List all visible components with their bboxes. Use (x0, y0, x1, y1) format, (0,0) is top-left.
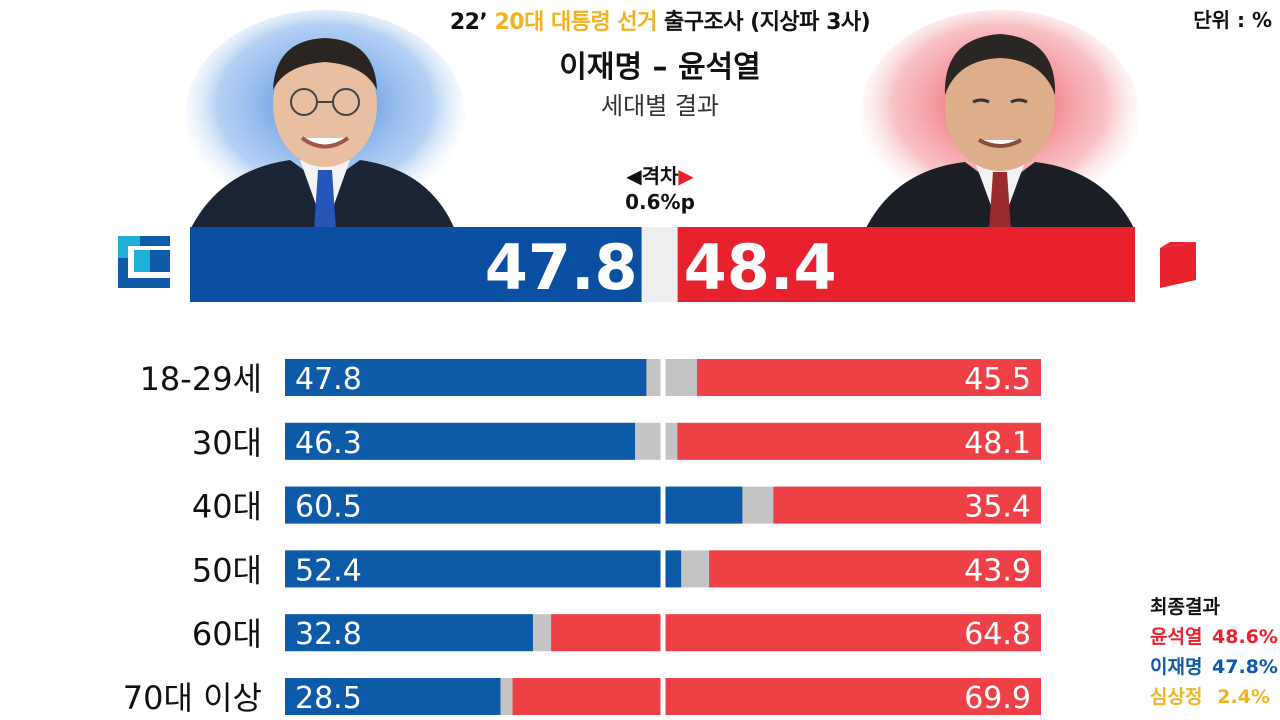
legend-name: 이재명 (1150, 656, 1203, 678)
bar-lee (285, 550, 682, 588)
bar-lee (285, 678, 501, 715)
value-label-yoon: 43.9 (964, 553, 1031, 588)
gap-label: ◀격차▶ (560, 160, 760, 189)
age-row: 60대 32.8 64.8 (192, 613, 1041, 653)
category-label: 50대 (192, 551, 262, 589)
value-label-lee: 28.5 (295, 681, 362, 716)
value-label-yoon: 35.4 (964, 490, 1031, 525)
main-bar-yoon (677, 227, 1135, 302)
chart-subtitle: 세대별 결과 (600, 92, 720, 120)
legend-item-lee: 이재명 47.8% (1150, 652, 1278, 682)
category-label: 70대 이상 (123, 679, 262, 717)
category-label: 30대 (192, 424, 262, 462)
age-row: 40대 60.5 35.4 (192, 485, 1041, 526)
bar-yoon (551, 614, 1041, 652)
value-label-yoon: 45.5 (964, 362, 1031, 397)
age-row: 70대 이상 28.5 69.9 (123, 677, 1041, 717)
category-label: 60대 (192, 615, 262, 653)
center-divider (660, 485, 666, 525)
final-result-legend: 최종결과 윤석열 48.6% 이재명 47.8% 심상정 2.4% (1150, 592, 1278, 712)
people-power-party-logo-icon (1160, 242, 1196, 288)
legend-pct: 2.4% (1217, 686, 1270, 708)
center-divider (660, 677, 666, 716)
legend-pct: 48.6% (1212, 626, 1278, 648)
value-label-lee: 47.8 (295, 362, 362, 397)
bar-lee (285, 614, 533, 652)
bar-lee (285, 422, 636, 460)
bar-yoon (773, 486, 1041, 524)
bar-lee (285, 359, 647, 396)
value-label-yoon: 69.9 (964, 681, 1031, 716)
bar-yoon (677, 422, 1041, 460)
main-bar-lee (190, 227, 642, 302)
age-row: 50대 52.4 43.9 (192, 549, 1041, 589)
unit-label: 단위 : % (1193, 8, 1272, 32)
legend-name: 윤석열 (1150, 626, 1203, 648)
center-divider (660, 358, 666, 397)
value-label-lee: 52.4 (295, 553, 362, 588)
legend-name: 심상정 (1150, 686, 1203, 708)
gap-right-arrow-icon: ▶ (678, 164, 694, 188)
value-label-lee: 46.3 (295, 426, 362, 461)
bar-yoon (697, 359, 1041, 396)
value-label-yoon: 48.1 (964, 426, 1031, 461)
main-bar-gap (641, 227, 678, 302)
gap-label-text: 격차 (641, 164, 679, 188)
center-divider (660, 549, 666, 589)
bar-yoon (512, 678, 1041, 715)
bar-yoon (709, 550, 1041, 588)
value-label-yoon: 64.8 (964, 617, 1031, 652)
center-divider (660, 421, 666, 461)
title-highlight: 20대 대통령 선거 (494, 10, 657, 35)
age-row: 30대 46.3 48.1 (192, 421, 1041, 462)
category-label: 18-29세 (140, 360, 262, 398)
gap-value: 0.6%p (625, 190, 695, 214)
legend-item-yoon: 윤석열 48.6% (1150, 622, 1278, 652)
legend-item-sim: 심상정 2.4% (1150, 682, 1270, 712)
main-value-lee: 47.8 (485, 231, 638, 304)
legend-title: 최종결과 (1150, 596, 1220, 618)
value-label-lee: 32.8 (295, 617, 362, 652)
value-label-lee: 60.5 (295, 490, 362, 525)
age-row: 18-29세 47.8 45.5 (140, 358, 1041, 398)
lee-portrait (185, 10, 465, 230)
yoon-portrait (860, 10, 1140, 230)
democratic-party-logo-icon (116, 234, 172, 290)
chart-title: 22’ 20대 대통령 선거 출구조사 (지상파 3사) (0, 4, 1280, 36)
bar-lee (285, 486, 743, 524)
main-value-yoon: 48.4 (684, 231, 837, 304)
center-divider (660, 613, 666, 653)
main-result-bar: 47.8 48.4 (190, 227, 1135, 304)
gap-left-arrow-icon: ◀ (626, 164, 642, 188)
title-suffix: 출구조사 (지상파 3사) (664, 10, 871, 35)
title-prefix: 22’ (449, 10, 488, 35)
legend-pct: 47.8% (1212, 656, 1278, 678)
candidate-names: 이재명 – 윤석열 (559, 50, 761, 85)
category-label: 40대 (192, 488, 262, 526)
